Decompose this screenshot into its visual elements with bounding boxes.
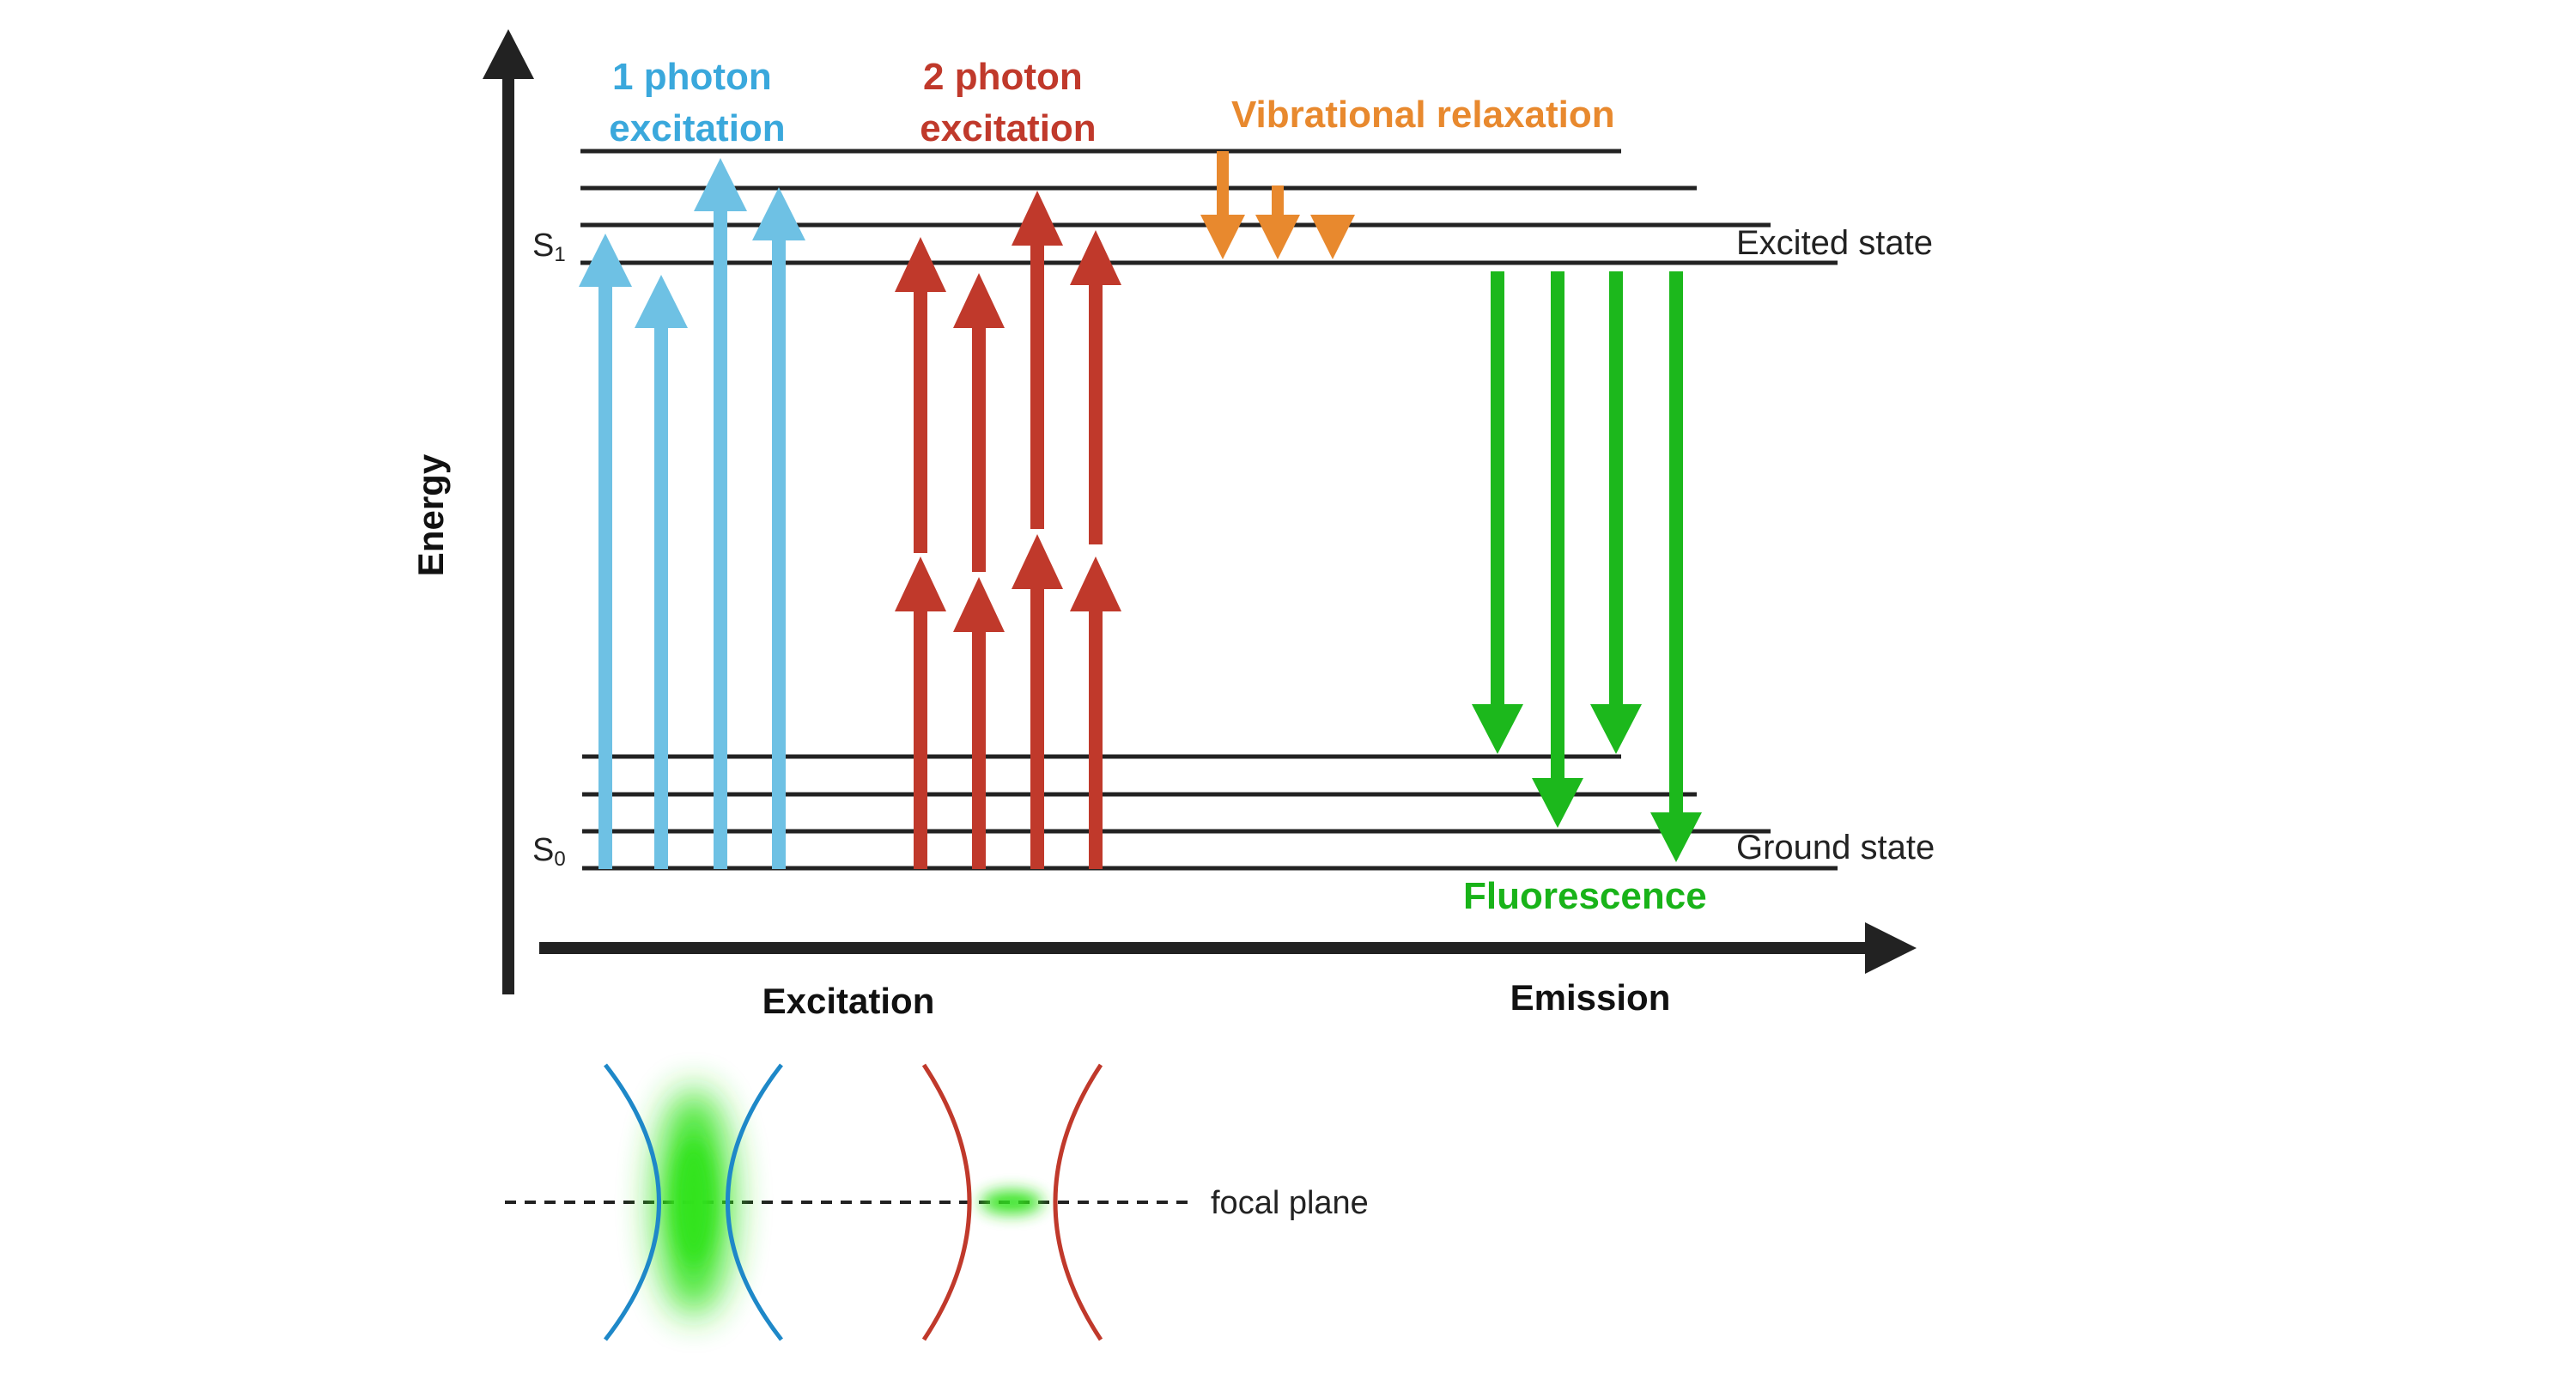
one-photon-arrow — [752, 187, 805, 869]
one-photon-beam-left — [604, 1063, 661, 1341]
one-photon-beam-right — [726, 1063, 783, 1341]
two-photon-arrow-pair — [895, 237, 946, 869]
one-photon-arrow — [579, 234, 632, 869]
vibrational-arrow — [1200, 151, 1245, 259]
vibrational-arrow — [1255, 185, 1300, 259]
one-photon-arrow — [635, 275, 688, 869]
excited-state-label: Excited state — [1736, 224, 1933, 262]
excitation-axis-label: Excitation — [762, 981, 935, 1021]
ground-state-levels — [582, 754, 1838, 871]
two-photon-fluorescence-volume — [981, 1190, 1042, 1214]
fluorescence-arrow — [1532, 271, 1583, 828]
fluorescence-title: Fluorescence — [1463, 875, 1707, 917]
ground-state-label: Ground state — [1736, 829, 1935, 866]
two-photon-arrow-pair — [1012, 191, 1063, 869]
energy-axis-label: Energy — [410, 453, 451, 576]
one-photon-arrow — [694, 158, 747, 869]
focal-plane-label: focal plane — [1211, 1185, 1369, 1221]
two-photon-title: 2 photon excitation — [920, 56, 1096, 149]
excitation-emission-axis — [539, 922, 1917, 974]
fluorescence-arrow — [1472, 271, 1523, 754]
vibrational-relaxation-arrows — [1200, 151, 1355, 259]
fluorescence-arrow — [1590, 271, 1642, 754]
fluorescence-arrows — [1472, 271, 1702, 862]
two-photon-arrow-pair — [1070, 230, 1121, 869]
emission-axis-label: Emission — [1510, 977, 1671, 1018]
two-photon-focus — [921, 1063, 1103, 1341]
one-photon-title: 1 photon excitation — [609, 56, 785, 149]
fluorescence-arrow — [1650, 271, 1702, 862]
two-photon-beam-left — [921, 1063, 972, 1341]
vibrational-relaxation-title: Vibrational relaxation — [1231, 94, 1615, 136]
s1-label: S1 — [532, 228, 566, 266]
two-photon-arrow-pair — [953, 273, 1005, 869]
one-photon-focus — [604, 1063, 783, 1341]
s0-label: S0 — [532, 832, 566, 871]
two-photon-beam-right — [1053, 1063, 1103, 1341]
one-photon-arrows — [579, 158, 805, 869]
two-photon-arrows — [895, 191, 1121, 869]
vibrational-arrow — [1310, 215, 1355, 259]
energy-axis — [483, 29, 534, 994]
